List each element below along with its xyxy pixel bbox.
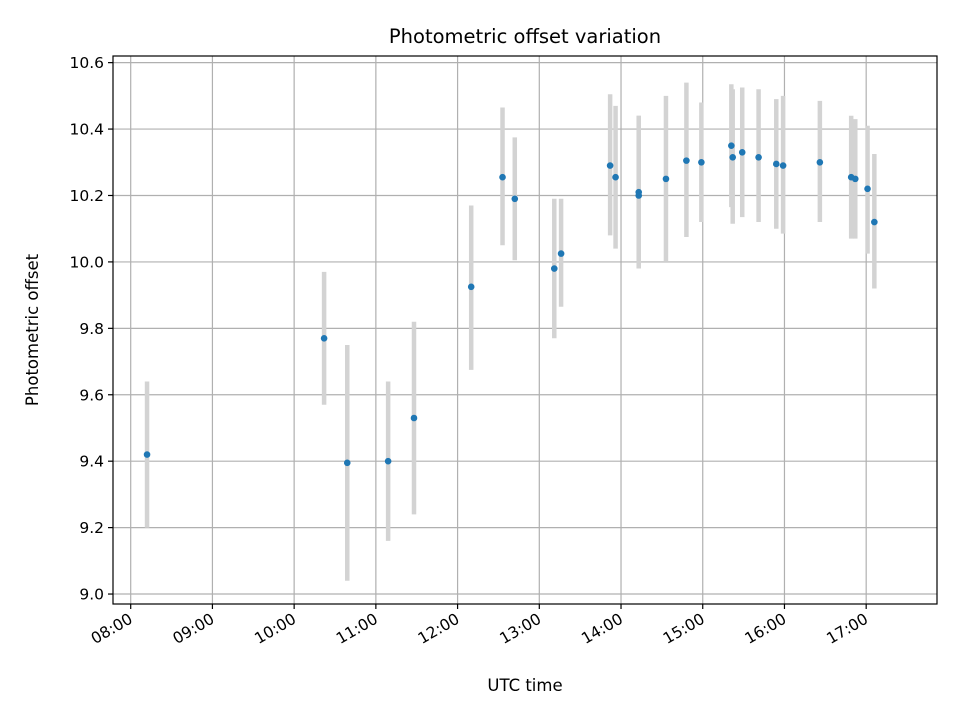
data-point — [612, 173, 619, 181]
data-point — [738, 149, 746, 156]
data-point — [864, 185, 871, 193]
data-point — [683, 157, 690, 164]
data-point — [871, 218, 878, 226]
plot-frame — [112, 55, 938, 605]
y-axis-label: Photometric offset — [23, 253, 42, 406]
data-point — [320, 335, 328, 342]
data-point — [410, 414, 418, 422]
y-tick-label: 10.2 — [69, 187, 104, 205]
data-point — [728, 142, 735, 149]
y-tick-label: 9.0 — [79, 586, 104, 604]
y-tick-label: 10.0 — [69, 253, 104, 271]
data-point — [779, 162, 787, 169]
y-tick-label: 9.8 — [79, 320, 104, 338]
y-tick-label: 9.2 — [79, 519, 104, 537]
data-point — [343, 459, 351, 467]
y-tick-label: 10.6 — [69, 54, 104, 72]
data-point — [816, 158, 824, 166]
grid-lines — [113, 56, 937, 604]
y-axis-ticks: 9.0 9.2 9.4 9.6 9.8 10.0 10.2 10.4 10.6 — [69, 54, 113, 604]
data-point — [550, 265, 558, 272]
data-point — [635, 192, 643, 199]
x-axis-label: UTC time — [487, 676, 562, 695]
data-point — [384, 457, 392, 465]
chart-title: Photometric offset variation — [389, 25, 661, 48]
data-point — [729, 153, 737, 161]
y-tick-label: 9.4 — [79, 453, 104, 471]
data-point — [698, 158, 705, 166]
data-points — [143, 142, 878, 467]
data-point — [772, 160, 780, 168]
data-point — [557, 250, 565, 257]
y-tick-label: 9.6 — [79, 386, 104, 404]
data-point — [851, 175, 859, 183]
y-tick-label: 10.4 — [69, 121, 104, 139]
data-point — [143, 451, 151, 458]
data-point — [511, 195, 519, 203]
data-point — [499, 173, 506, 181]
data-point — [662, 175, 670, 183]
data-point — [467, 283, 475, 291]
data-point — [755, 153, 762, 161]
data-point — [606, 162, 614, 169]
